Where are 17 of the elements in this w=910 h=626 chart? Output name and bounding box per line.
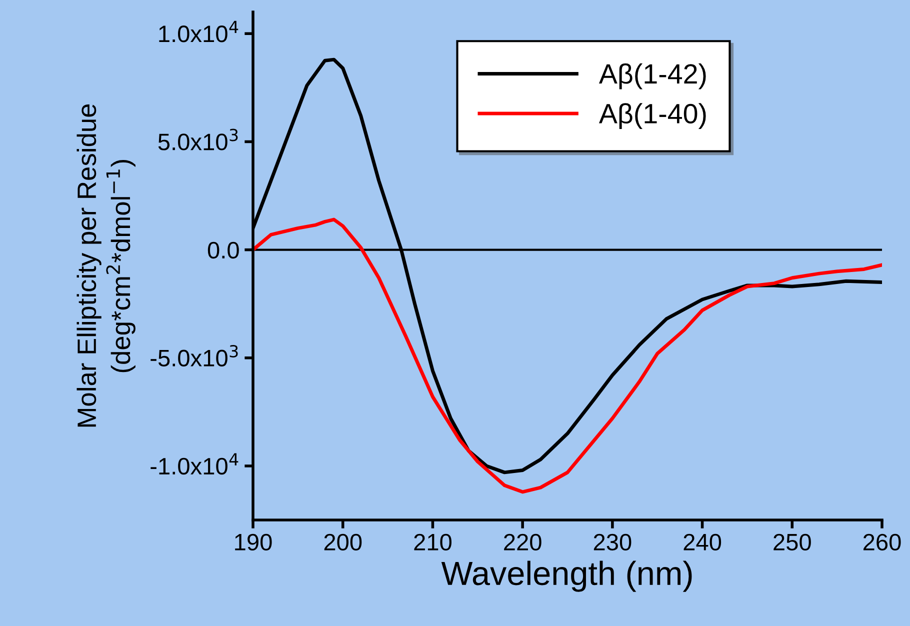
y-tick-label: 0.0: [208, 242, 239, 259]
legend-label: Aβ(1-40): [598, 103, 706, 130]
x-tick-label: 220: [504, 534, 542, 551]
x-axis-title: Wavelength (nm): [441, 560, 692, 592]
x-tick-label: 250: [774, 534, 811, 551]
x-tick-label: 240: [684, 534, 722, 551]
y-axis-title: Molar Ellipticity per Residue (deg*cm$^{2}$*dmol$^{−1}$): [76, 104, 136, 427]
y-tick-label: 5.0x10$^{3}$: [158, 128, 238, 150]
x-tick-label: 210: [414, 534, 452, 551]
x-tick-label: 200: [324, 534, 362, 551]
y-tick-label: -5.0x10$^{3}$: [150, 344, 238, 366]
x-tick-label: 260: [863, 534, 901, 551]
y-tick-label: 1.0x10$^{4}$: [159, 20, 238, 42]
legend-label: Aβ(1-42): [598, 63, 706, 90]
y-tick-label: -1.0x10$^{4}$: [150, 453, 238, 475]
x-tick-label: 190: [235, 534, 272, 551]
x-tick-label: 230: [594, 534, 632, 551]
